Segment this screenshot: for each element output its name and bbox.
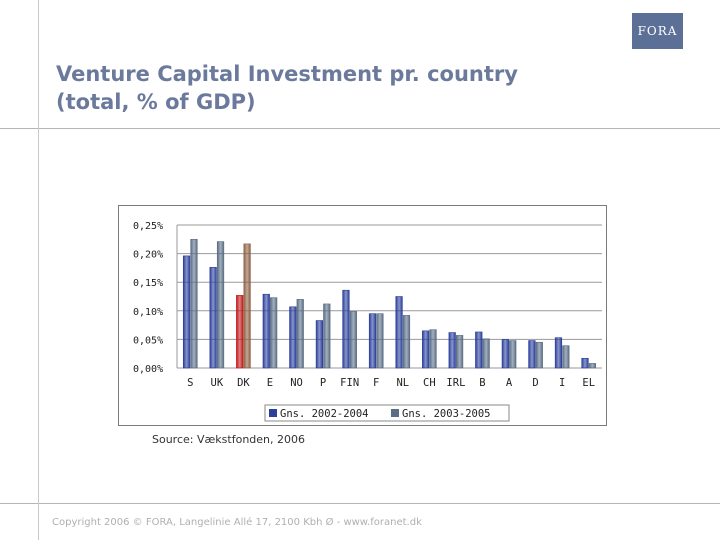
bar-ch-series-1 [422,330,430,369]
bar-f-series-1 [368,313,377,369]
bar-chart: 0,00% 0,05% 0,10% 0,15% 0,20% 0,25% S UK DK E NO P… [133,221,602,422]
bar-nl-series-1 [395,296,403,369]
x-tick-label: D [532,377,538,389]
bar-ch-series-2 [429,329,437,369]
bar-fin-series-2 [349,311,357,369]
x-tick-label: DK [237,377,250,389]
bar-no-series-1 [289,306,297,369]
y-tick-label: 0,20% [133,250,163,261]
legend-label: Gns. 2003-2005 [402,408,491,420]
x-tick-label: E [267,377,273,389]
bar-d-series-1 [528,340,536,369]
left-rule [38,0,39,540]
x-tick-label: NL [396,377,409,389]
bar-i-series-1 [554,337,563,369]
y-tick-label: 0,15% [133,278,163,289]
bar-b-series-1 [475,331,483,369]
bar-e-series-2 [270,297,278,369]
bar-a-series-1 [501,339,509,369]
y-tick-label: 0,25% [133,221,163,232]
chart-frame: 0,00% 0,05% 0,10% 0,15% 0,20% 0,25% S UK DK E NO P… [118,205,607,426]
bar-d-series-2 [535,341,543,369]
x-axis: S UK DK E NO P FIN F NL CH IRL B A D I EL [187,377,595,389]
x-tick-label: EL [582,377,595,389]
x-tick-label: P [320,377,326,389]
legend: Gns. 2002-2004 Gns. 2003-2005 [264,404,510,422]
x-tick-label: UK [211,377,224,389]
bar-nl-series-2 [402,315,411,369]
bar-el-series-2 [588,363,597,369]
source-note: Source: Vækstfonden, 2006 [152,433,306,446]
bar-e-series-1 [262,293,270,369]
top-rule [0,128,720,129]
slide-title: Venture Capital Investment pr. country (… [56,60,616,116]
bars [182,238,597,369]
title-line-1: Venture Capital Investment pr. country [56,62,518,86]
bar-dk-series-2 [243,243,251,369]
y-tick-label: 0,00% [133,364,163,375]
title-line-2: (total, % of GDP) [56,90,256,114]
x-tick-label: B [479,377,485,389]
x-tick-label: NO [290,377,303,389]
y-tick-label: 0,10% [133,307,163,318]
bar-uk-series-1 [209,267,217,369]
bar-f-series-2 [376,313,384,369]
bar-i-series-2 [562,345,570,369]
bar-irl-series-1 [448,332,456,369]
copyright-footer: Copyright 2006 © FORA, Langelinie Allé 1… [52,517,422,528]
bar-a-series-2 [509,340,517,369]
x-tick-label: FIN [340,377,359,389]
y-axis: 0,00% 0,05% 0,10% 0,15% 0,20% 0,25% [133,221,178,375]
bottom-rule [0,503,720,504]
bar-fin-series-1 [342,289,350,369]
bar-no-series-2 [296,299,304,369]
bar-uk-series-2 [216,241,225,369]
bar-irl-series-2 [456,335,464,369]
y-tick-label: 0,05% [133,335,163,346]
x-tick-label: S [187,377,193,389]
legend-swatch [391,409,399,417]
bar-s-series-2 [190,238,198,369]
x-tick-label: CH [423,377,436,389]
bar-b-series-2 [482,338,490,369]
legend-swatch [269,409,277,417]
bar-el-series-1 [581,357,589,369]
logo-text: FORA [637,24,678,38]
bar-p-series-2 [323,303,331,369]
x-tick-label: I [559,377,565,389]
bar-p-series-1 [315,320,323,369]
bar-dk-series-1 [236,295,244,369]
x-tick-label: IRL [446,377,465,389]
x-tick-label: F [373,377,379,389]
x-tick-label: A [506,377,513,389]
legend-box [264,404,510,422]
fora-logo: FORA [632,13,683,49]
legend-label: Gns. 2002-2004 [280,408,369,420]
bar-s-series-1 [182,255,191,369]
